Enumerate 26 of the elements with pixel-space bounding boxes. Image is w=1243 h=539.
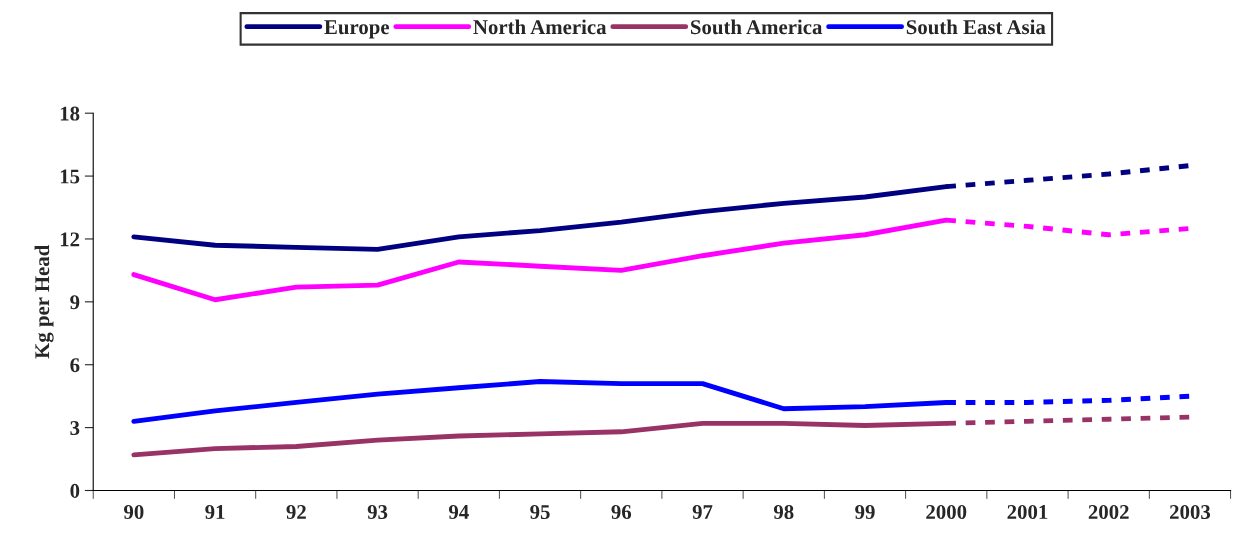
y-tick-label: 15 [60,169,80,184]
legend-label: North America [473,19,607,35]
y-tick-label: 6 [70,358,80,373]
legend-label: Europe [324,20,390,39]
x-tick-label: 2000 [926,504,967,520]
y-tick-label: 12 [60,232,80,247]
x-tick-label: 95 [530,505,550,520]
x-tick-label: 90 [124,504,144,520]
x-tick-label: 94 [448,505,469,520]
x-tick-label: 2002 [1088,504,1129,520]
x-tick-label: 97 [692,505,713,520]
y-tick-label: 9 [70,295,80,310]
x-tick-label: 2001 [1007,504,1048,520]
x-tick-label: 99 [855,505,875,520]
y-tick-label: 3 [70,421,80,436]
x-tick-label: 98 [773,504,794,520]
x-tick-label: 96 [611,505,632,520]
x-tick-label: 93 [367,505,388,520]
legend-label: South East Asia [906,19,1046,35]
x-tick-label: 2003 [1169,504,1211,520]
y-tick-label: 18 [60,106,80,121]
legend-label: South America [691,19,823,35]
x-tick-label: 91 [205,505,225,520]
y-axis-title: Kg per Head [34,244,54,359]
y-tick-label: 0 [70,483,80,498]
x-tick-label: 92 [286,505,306,520]
